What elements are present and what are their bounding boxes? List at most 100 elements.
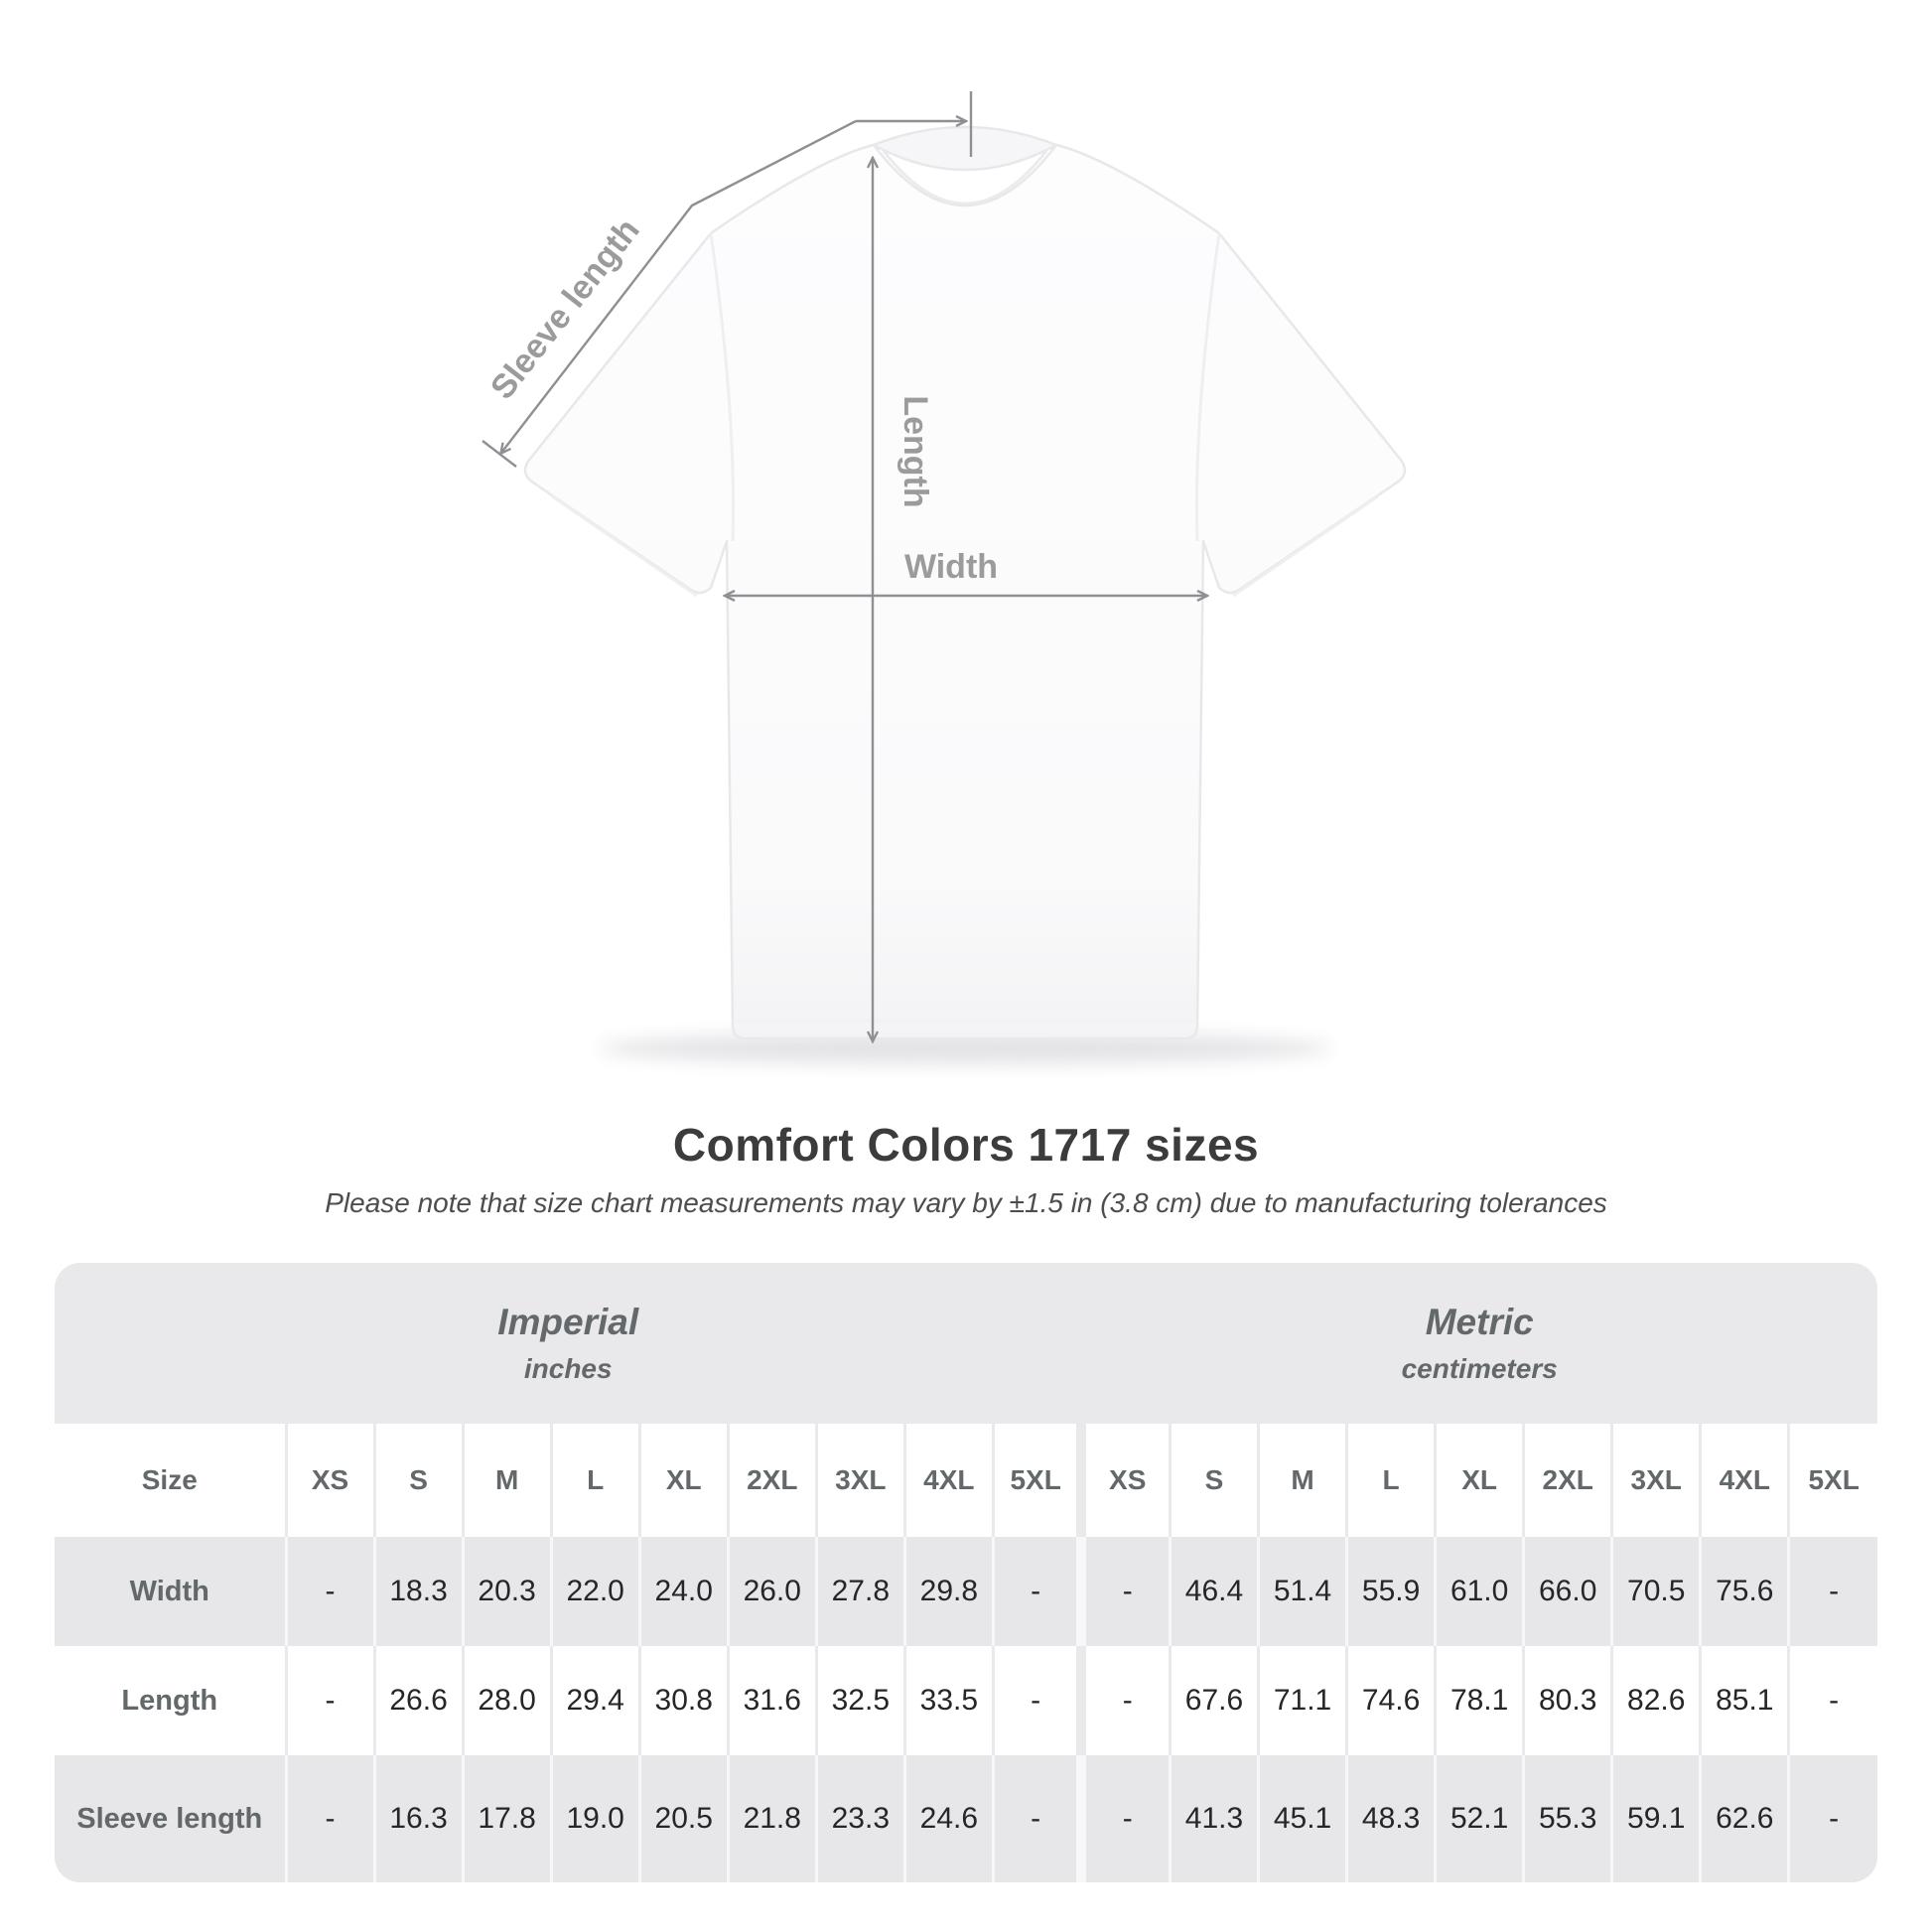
length-metric-l: 74.6 bbox=[1345, 1646, 1436, 1755]
width-imperial-3xl: 27.8 bbox=[814, 1537, 905, 1646]
width-metric-xl: 61.0 bbox=[1434, 1537, 1524, 1646]
size-col-header-imperial-2xl: 2XL bbox=[726, 1424, 817, 1537]
size-col-header-imperial-4xl: 4XL bbox=[902, 1424, 994, 1537]
row-label-length: Length bbox=[55, 1646, 286, 1755]
sleeve-imperial-2xl: 21.8 bbox=[726, 1755, 817, 1882]
tshirt-diagram-svg: Sleeve length Length Width bbox=[482, 91, 1407, 1064]
sleeve-metric-5xl: - bbox=[1787, 1755, 1877, 1882]
size-col-header-imperial-m: M bbox=[461, 1424, 552, 1537]
length-metric-3xl: 82.6 bbox=[1610, 1646, 1701, 1755]
width-imperial-xs: - bbox=[284, 1537, 375, 1646]
imperial-header: Imperial inches bbox=[55, 1263, 1082, 1424]
size-col-header-imperial-l: L bbox=[549, 1424, 640, 1537]
width-imperial-4xl: 29.8 bbox=[902, 1537, 994, 1646]
metric-unit: centimeters bbox=[1401, 1353, 1558, 1384]
length-metric-s: 67.6 bbox=[1168, 1646, 1259, 1755]
sleeve-metric-l: 48.3 bbox=[1345, 1755, 1436, 1882]
length-metric-m: 71.1 bbox=[1257, 1646, 1347, 1755]
imperial-unit: inches bbox=[523, 1353, 613, 1384]
length-imperial-xl: 30.8 bbox=[637, 1646, 729, 1755]
length-metric-5xl: - bbox=[1787, 1646, 1877, 1755]
sleeve-imperial-m: 17.8 bbox=[461, 1755, 552, 1882]
sleeve-metric-4xl: 62.6 bbox=[1699, 1755, 1789, 1882]
sleeve-metric-xs: - bbox=[1076, 1755, 1171, 1882]
sleeve-imperial-xl: 20.5 bbox=[637, 1755, 729, 1882]
width-metric-l: 55.9 bbox=[1345, 1537, 1436, 1646]
sleeve-imperial-3xl: 23.3 bbox=[814, 1755, 905, 1882]
measurement-arrows bbox=[482, 91, 1206, 1040]
width-label: Width bbox=[904, 548, 998, 586]
size-header-row: Size XS S M L XL 2XL 3XL 4XL 5XL XS S M … bbox=[55, 1424, 1877, 1537]
length-imperial-xs: - bbox=[284, 1646, 375, 1755]
metric-title: Metric bbox=[1425, 1302, 1534, 1342]
size-col-header-metric-m: M bbox=[1257, 1424, 1347, 1537]
width-metric-5xl: - bbox=[1787, 1537, 1877, 1646]
length-imperial-5xl: - bbox=[991, 1646, 1082, 1755]
size-col-header-metric-4xl: 4XL bbox=[1699, 1424, 1789, 1537]
length-imperial-l: 29.4 bbox=[549, 1646, 640, 1755]
width-metric-4xl: 75.6 bbox=[1699, 1537, 1789, 1646]
width-metric-2xl: 66.0 bbox=[1522, 1537, 1612, 1646]
width-row: Width - 18.3 20.3 22.0 24.0 26.0 27.8 29… bbox=[55, 1537, 1877, 1646]
length-metric-xs: - bbox=[1076, 1646, 1171, 1755]
width-metric-m: 51.4 bbox=[1257, 1537, 1347, 1646]
tshirt-diagram: Sleeve length Length Width bbox=[482, 91, 1407, 1064]
metric-header: Metric centimeters bbox=[1081, 1263, 1877, 1424]
length-metric-2xl: 80.3 bbox=[1522, 1646, 1612, 1755]
sleeve-imperial-xs: - bbox=[284, 1755, 375, 1882]
sleeve-metric-s: 41.3 bbox=[1168, 1755, 1259, 1882]
row-label-sleeve-length: Sleeve length bbox=[55, 1755, 286, 1882]
sleeve-imperial-5xl: - bbox=[991, 1755, 1082, 1882]
size-col-header-imperial-xs: XS bbox=[284, 1424, 375, 1537]
sleeve-metric-xl: 52.1 bbox=[1434, 1755, 1524, 1882]
length-label: Length bbox=[897, 395, 934, 507]
width-metric-xs: - bbox=[1076, 1537, 1171, 1646]
sleeve-metric-m: 45.1 bbox=[1257, 1755, 1347, 1882]
sleeve-imperial-4xl: 24.6 bbox=[902, 1755, 994, 1882]
size-col-header-imperial-5xl: 5XL bbox=[991, 1424, 1082, 1537]
size-col-header-metric-2xl: 2XL bbox=[1522, 1424, 1612, 1537]
row-label-width: Width bbox=[55, 1537, 286, 1646]
page-title: Comfort Colors 1717 sizes bbox=[672, 1119, 1260, 1171]
sleeve-length-arrow bbox=[501, 119, 857, 453]
width-imperial-2xl: 26.0 bbox=[726, 1537, 817, 1646]
width-imperial-m: 20.3 bbox=[461, 1537, 552, 1646]
length-imperial-4xl: 33.5 bbox=[902, 1646, 994, 1755]
size-col-header-metric-l: L bbox=[1345, 1424, 1436, 1537]
length-imperial-2xl: 31.6 bbox=[726, 1646, 817, 1755]
width-imperial-s: 18.3 bbox=[372, 1537, 464, 1646]
sleeve-length-row: Sleeve length - 16.3 17.8 19.0 20.5 21.8… bbox=[55, 1755, 1877, 1882]
length-row: Length - 26.6 28.0 29.4 30.8 31.6 32.5 3… bbox=[55, 1646, 1877, 1755]
size-col-header-imperial-s: S bbox=[372, 1424, 464, 1537]
length-metric-4xl: 85.1 bbox=[1699, 1646, 1789, 1755]
sleeve-imperial-s: 16.3 bbox=[372, 1755, 464, 1882]
length-metric-xl: 78.1 bbox=[1434, 1646, 1524, 1755]
size-col-header-metric-xs: XS bbox=[1076, 1424, 1171, 1537]
length-imperial-s: 26.6 bbox=[372, 1646, 464, 1755]
sleeve-imperial-l: 19.0 bbox=[549, 1755, 640, 1882]
size-col-header-imperial-xl: XL bbox=[637, 1424, 729, 1537]
size-table: Imperial inches Metric centimeters Size … bbox=[55, 1263, 1877, 1882]
size-col-header-imperial-3xl: 3XL bbox=[814, 1424, 905, 1537]
size-table-panel: Imperial inches Metric centimeters Size … bbox=[55, 1263, 1877, 1882]
unit-header-row: Imperial inches Metric centimeters bbox=[55, 1263, 1877, 1424]
sleeve-end-tick-bottom bbox=[482, 440, 517, 468]
width-metric-s: 46.4 bbox=[1168, 1537, 1259, 1646]
tolerance-note: Please note that size chart measurements… bbox=[325, 1187, 1607, 1218]
size-col-header-metric-5xl: 5XL bbox=[1787, 1424, 1877, 1537]
width-imperial-xl: 24.0 bbox=[637, 1537, 729, 1646]
size-col-header-metric-3xl: 3XL bbox=[1610, 1424, 1701, 1537]
length-imperial-m: 28.0 bbox=[461, 1646, 552, 1755]
width-imperial-l: 22.0 bbox=[549, 1537, 640, 1646]
size-col-header-metric-s: S bbox=[1168, 1424, 1259, 1537]
size-corner-header: Size bbox=[55, 1424, 286, 1537]
imperial-title: Imperial bbox=[497, 1302, 639, 1342]
length-imperial-3xl: 32.5 bbox=[814, 1646, 905, 1755]
sleeve-metric-3xl: 59.1 bbox=[1610, 1755, 1701, 1882]
width-imperial-5xl: - bbox=[991, 1537, 1082, 1646]
size-col-header-metric-xl: XL bbox=[1434, 1424, 1524, 1537]
shirt-shadow bbox=[598, 1033, 1332, 1064]
sleeve-metric-2xl: 55.3 bbox=[1522, 1755, 1612, 1882]
width-metric-3xl: 70.5 bbox=[1610, 1537, 1701, 1646]
